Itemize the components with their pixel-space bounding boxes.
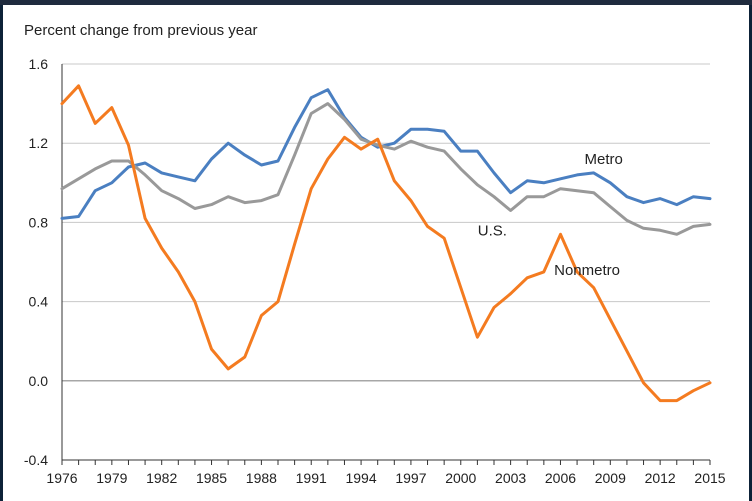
series-lines	[60, 84, 712, 403]
x-tick-label: 2012	[645, 470, 676, 486]
x-tick-label: 2003	[495, 470, 526, 486]
y-axis-label: Percent change from previous year	[24, 22, 258, 39]
series-label-nonmetro: Nonmetro	[554, 262, 620, 279]
x-tick-label: 1994	[345, 470, 376, 486]
series-labels: Metro U.S. Nonmetro	[478, 151, 623, 279]
x-tick-label: 1997	[395, 470, 426, 486]
x-tick-label: 1979	[96, 470, 127, 486]
right-border	[749, 5, 752, 501]
y-tick-label: 1.2	[29, 135, 49, 151]
x-tick-label: 2000	[445, 470, 476, 486]
x-tick-labels: 1976 1979 1982 1985 1988 1991 1994 1997 2000 2003…	[46, 470, 725, 486]
top-border	[0, 0, 752, 5]
y-tick-label: 1.6	[29, 56, 49, 72]
x-tick-label: 2009	[595, 470, 626, 486]
x-tick-label: 1991	[296, 470, 327, 486]
y-tick-label: -0.4	[24, 452, 48, 468]
series-label-us: U.S.	[478, 222, 507, 239]
x-tick-label: 2006	[545, 470, 576, 486]
series-line-nonmetro	[60, 84, 712, 403]
left-border	[0, 5, 3, 501]
axes	[61, 64, 711, 465]
series-label-metro: Metro	[584, 151, 622, 168]
x-tick-label: 1988	[246, 470, 277, 486]
y-tick-label: 0.8	[29, 214, 49, 230]
x-tick-label: 1982	[146, 470, 177, 486]
x-tick-label: 1985	[196, 470, 227, 486]
x-tick-label: 1976	[46, 470, 77, 486]
x-tick-label: 2015	[694, 470, 725, 486]
y-tick-labels: -0.4 0.0 0.4 0.8 1.2 1.6	[24, 56, 48, 468]
y-tick-label: 0.4	[29, 294, 49, 310]
series-line-us	[60, 102, 712, 236]
y-tick-label: 0.0	[29, 373, 49, 389]
series-line-metro	[60, 88, 712, 220]
